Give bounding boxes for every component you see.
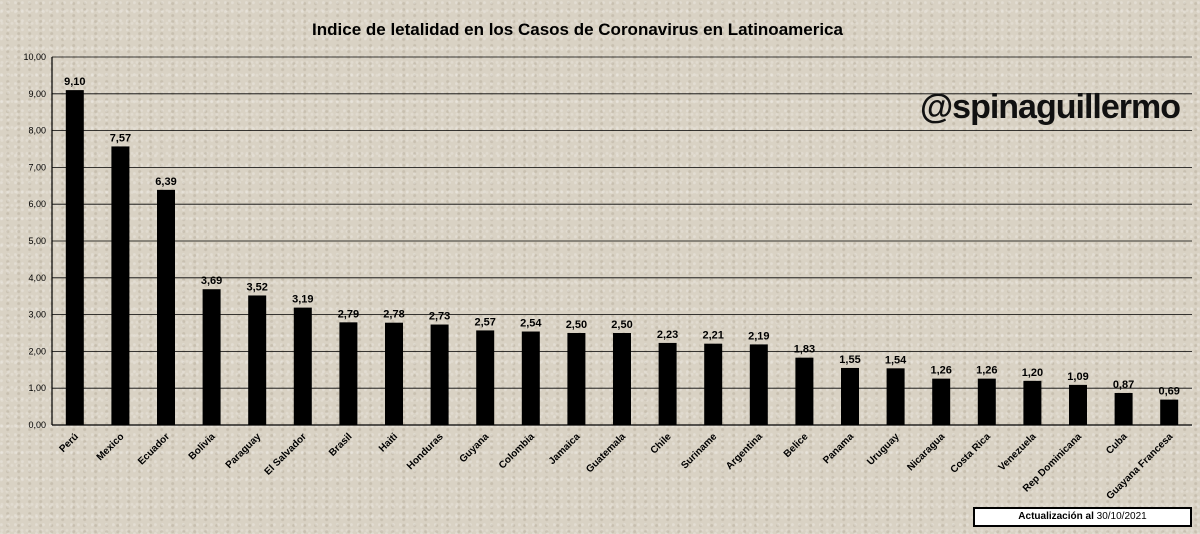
y-tick-label: 3,00 [28,310,46,320]
bar [430,324,449,425]
x-tick-label: Belice [782,431,811,460]
value-label: 1,55 [839,354,860,366]
bar [749,344,768,425]
bar [613,333,631,425]
bar [704,343,723,425]
value-label: 2,23 [657,329,678,341]
value-label: 2,57 [474,316,495,328]
x-tick-label: Costa Rica [949,431,994,476]
bar [521,331,540,425]
x-tick-label: Bolivia [187,431,218,462]
value-label: 2,79 [338,308,359,320]
y-tick-label: 1,00 [28,383,46,393]
bar [567,333,586,425]
bar [248,295,267,425]
y-tick-label: 8,00 [28,126,46,136]
x-tick-label: Chile [649,431,674,456]
value-label: 2,19 [748,330,769,342]
bar [476,330,495,425]
y-tick-label: 0,00 [28,420,46,430]
x-tick-label: Haiti [377,431,400,454]
value-label: 6,39 [155,176,176,188]
value-label: 0,69 [1158,386,1179,398]
x-tick-label: Brasil [327,431,355,459]
value-label: 2,50 [611,319,632,331]
value-label: 7,57 [110,132,131,144]
bars [65,90,1179,426]
watermark: @spinaguillermo [920,88,1181,126]
value-label: 1,09 [1067,371,1088,383]
value-label: 1,26 [930,365,951,377]
value-label: 9,10 [64,76,85,88]
value-label: 2,50 [566,319,587,331]
y-axis-tick-labels: 0,00 1,00 2,00 3,00 4,00 5,00 6,00 7,00 8,00 9,00… [23,52,46,430]
y-tick-label: 9,00 [28,89,46,99]
y-tick-label: 2,00 [28,346,46,356]
x-tick-label: Colombia [497,431,537,471]
x-tick-label: Uruguay [865,431,902,468]
update-label: Actualización al [1018,511,1094,522]
value-label: 1,83 [794,344,815,356]
x-tick-label: Cuba [1104,431,1130,457]
bar [339,322,358,425]
x-tick-label: Honduras [405,431,446,472]
bar [886,368,905,425]
bar [385,322,403,425]
x-tick-label: Guyana [458,431,492,465]
x-tick-label: Jamaica [547,431,583,467]
x-tick-label: Venezuela [997,431,1039,473]
x-tick-label: Argentina [724,431,765,472]
bar [1069,384,1087,425]
y-tick-label: 6,00 [28,199,46,209]
x-tick-label: Guatemala [584,431,628,475]
bar [932,378,951,425]
x-tick-label: Mexico [95,431,127,463]
y-tick-label: 4,00 [28,273,46,283]
value-label: 2,21 [702,330,723,342]
value-label: 3,69 [201,275,222,287]
value-label: 1,26 [976,365,997,377]
x-tick-label: Nicaragua [905,431,947,473]
value-label: 2,73 [429,311,450,323]
chart-title: Indice de letalidad en los Casos de Coro… [312,20,843,39]
x-tick-label: Suriname [679,431,719,471]
x-tick-label: Ecuador [136,431,172,467]
x-tick-label: Paraguay [224,431,264,471]
value-label: 2,54 [520,318,542,330]
x-tick-label: Perú [57,431,81,455]
value-label: 2,78 [383,309,404,321]
update-date: 30/10/2021 [1096,511,1147,522]
y-tick-label: 7,00 [28,162,46,172]
update-note: Actualización al 30/10/2021 [973,507,1192,527]
x-tick-label: Panama [821,431,856,466]
bar [111,146,130,425]
y-tick-label: 10,00 [23,52,46,62]
bar [1114,392,1133,425]
bar [65,90,84,426]
value-label: 1,20 [1022,367,1043,379]
x-tick-label: El Salvador [263,431,309,477]
value-label: 3,52 [246,281,267,293]
bar [1160,399,1179,425]
bar [977,378,996,425]
value-label: 3,19 [292,294,313,306]
y-tick-label: 5,00 [28,236,46,246]
value-label: 1,54 [885,354,907,366]
bar [293,307,312,425]
bar [841,367,859,425]
x-axis-tick-labels: Perú Mexico Ecuador Bolivia Paraguay El Salva… [57,431,1175,502]
bar [1023,380,1042,425]
bar [658,342,677,425]
bar [202,289,221,425]
bar [795,357,814,425]
value-labels: 9,10 7,57 6,39 3,69 3,52 3,19 2,79 2,78 2,73 2,57… [64,76,1180,397]
value-label: 0,87 [1113,379,1134,391]
bar [157,189,175,425]
